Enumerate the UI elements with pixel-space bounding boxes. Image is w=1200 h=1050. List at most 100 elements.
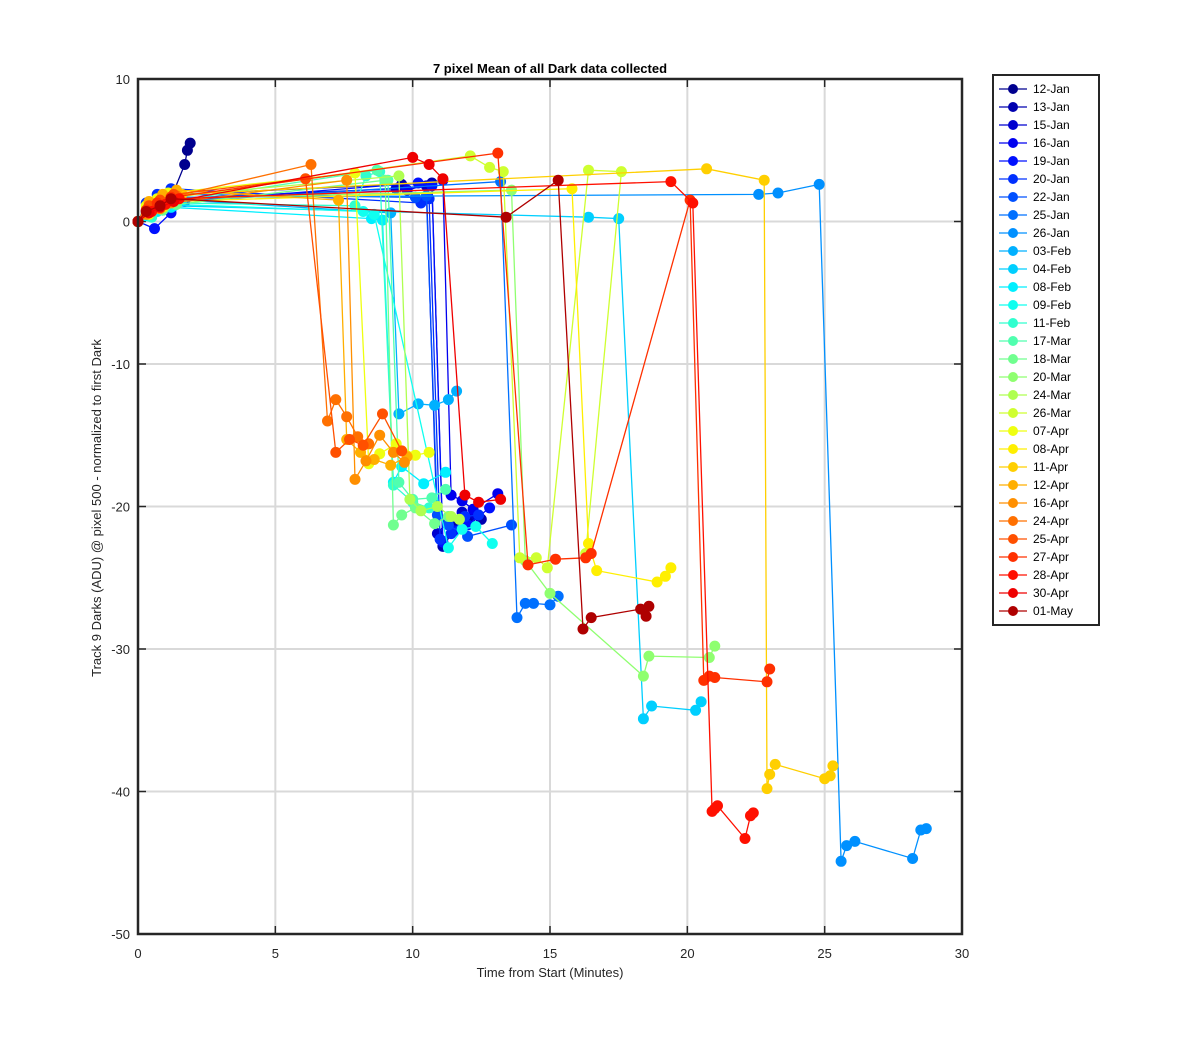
legend-label: 12-Jan <box>1033 82 1070 96</box>
data-point <box>456 523 468 535</box>
legend-marker <box>1008 372 1018 382</box>
legend-label: 26-Jan <box>1033 226 1070 240</box>
legend-entry: 30-Apr <box>999 586 1069 600</box>
data-point <box>577 623 589 635</box>
data-point <box>415 505 427 517</box>
legend-label: 27-Apr <box>1033 550 1069 564</box>
legend-marker <box>1008 120 1018 130</box>
data-point <box>827 760 839 772</box>
x-axis-label: Time from Start (Minutes) <box>477 965 624 980</box>
x-tick-label: 30 <box>955 946 969 961</box>
data-point <box>764 663 776 675</box>
data-point <box>849 835 861 847</box>
data-point <box>440 466 452 478</box>
data-point <box>393 170 405 182</box>
x-tick-label: 10 <box>405 946 419 961</box>
legend-entry: 11-Apr <box>999 460 1068 474</box>
data-point <box>764 768 776 780</box>
x-tick-label: 25 <box>817 946 831 961</box>
legend-label: 25-Jan <box>1033 208 1070 222</box>
legend-entry: 22-Jan <box>999 190 1070 204</box>
data-point <box>341 174 353 186</box>
data-point <box>695 696 707 708</box>
data-point <box>385 207 397 219</box>
legend-label: 11-Feb <box>1033 316 1070 330</box>
data-point <box>522 559 534 571</box>
legend-marker <box>1008 498 1018 508</box>
y-tick-label: -30 <box>111 642 130 657</box>
data-point <box>753 188 765 200</box>
legend-label: 03-Feb <box>1033 244 1071 258</box>
data-point <box>404 493 416 505</box>
legend-entry: 24-Mar <box>999 388 1071 402</box>
legend-marker <box>1008 606 1018 616</box>
y-tick-label: -50 <box>111 927 130 942</box>
data-point <box>368 208 380 220</box>
legend-marker <box>1008 318 1018 328</box>
legend-label: 17-Mar <box>1033 334 1071 348</box>
legend-label: 08-Apr <box>1033 442 1069 456</box>
data-point <box>484 502 496 514</box>
legend-entry: 17-Mar <box>999 334 1071 348</box>
data-point <box>544 599 556 611</box>
data-point <box>486 538 498 549</box>
data-point <box>184 137 196 149</box>
data-point <box>651 576 663 588</box>
data-point <box>500 211 512 223</box>
data-point <box>497 166 509 178</box>
data-point <box>165 193 177 205</box>
data-point <box>659 570 671 582</box>
legend-marker <box>1008 534 1018 544</box>
legend-entry: 26-Mar <box>999 406 1071 420</box>
x-tick-label: 20 <box>680 946 694 961</box>
data-point <box>179 159 191 170</box>
legend-entry: 27-Apr <box>999 550 1069 564</box>
legend-label: 16-Apr <box>1033 496 1069 510</box>
data-point <box>418 478 430 490</box>
data-point <box>360 455 372 467</box>
data-point <box>665 562 677 574</box>
data-point <box>615 166 627 178</box>
legend-entry: 20-Mar <box>999 370 1071 384</box>
x-tick-label: 15 <box>543 946 557 961</box>
legend-label: 04-Feb <box>1033 262 1071 276</box>
legend-label: 26-Mar <box>1033 406 1071 420</box>
data-point <box>761 676 773 688</box>
legend-entry: 11-Feb <box>999 316 1070 330</box>
legend-entry: 18-Mar <box>999 352 1071 366</box>
data-point <box>149 223 160 235</box>
legend-entry: 26-Jan <box>999 226 1070 240</box>
data-point <box>591 565 603 577</box>
legend: 12-Jan 13-Jan 15-Jan 16-Jan 19-Jan 20-Jan 22-J… <box>992 74 1100 626</box>
data-point <box>687 197 699 209</box>
legend-entry: 08-Apr <box>999 442 1069 456</box>
legend-marker <box>1008 300 1018 310</box>
data-point <box>712 800 723 812</box>
legend-label: 28-Apr <box>1033 568 1069 582</box>
legend-entry: 15-Jan <box>999 118 1070 132</box>
data-point <box>544 587 556 599</box>
data-point <box>423 446 435 458</box>
legend-label: 24-Apr <box>1033 514 1069 528</box>
data-point <box>484 161 496 173</box>
legend-marker <box>1008 462 1018 472</box>
legend-marker <box>1008 246 1018 256</box>
legend-entry: 12-Apr <box>999 478 1069 492</box>
data-point <box>835 855 847 867</box>
data-point <box>530 552 542 564</box>
data-point <box>907 853 919 864</box>
data-point <box>920 823 932 835</box>
data-point <box>429 399 441 411</box>
data-point <box>393 408 405 420</box>
data-point <box>761 783 773 795</box>
data-point <box>470 521 482 532</box>
data-point <box>709 640 721 652</box>
legend-marker <box>1008 102 1018 112</box>
legend-marker <box>1008 138 1018 148</box>
legend-marker <box>1008 282 1018 292</box>
data-point <box>341 411 353 423</box>
legend-label: 20-Jan <box>1033 172 1070 186</box>
data-point <box>453 513 465 525</box>
y-tick-label: 10 <box>116 72 130 87</box>
